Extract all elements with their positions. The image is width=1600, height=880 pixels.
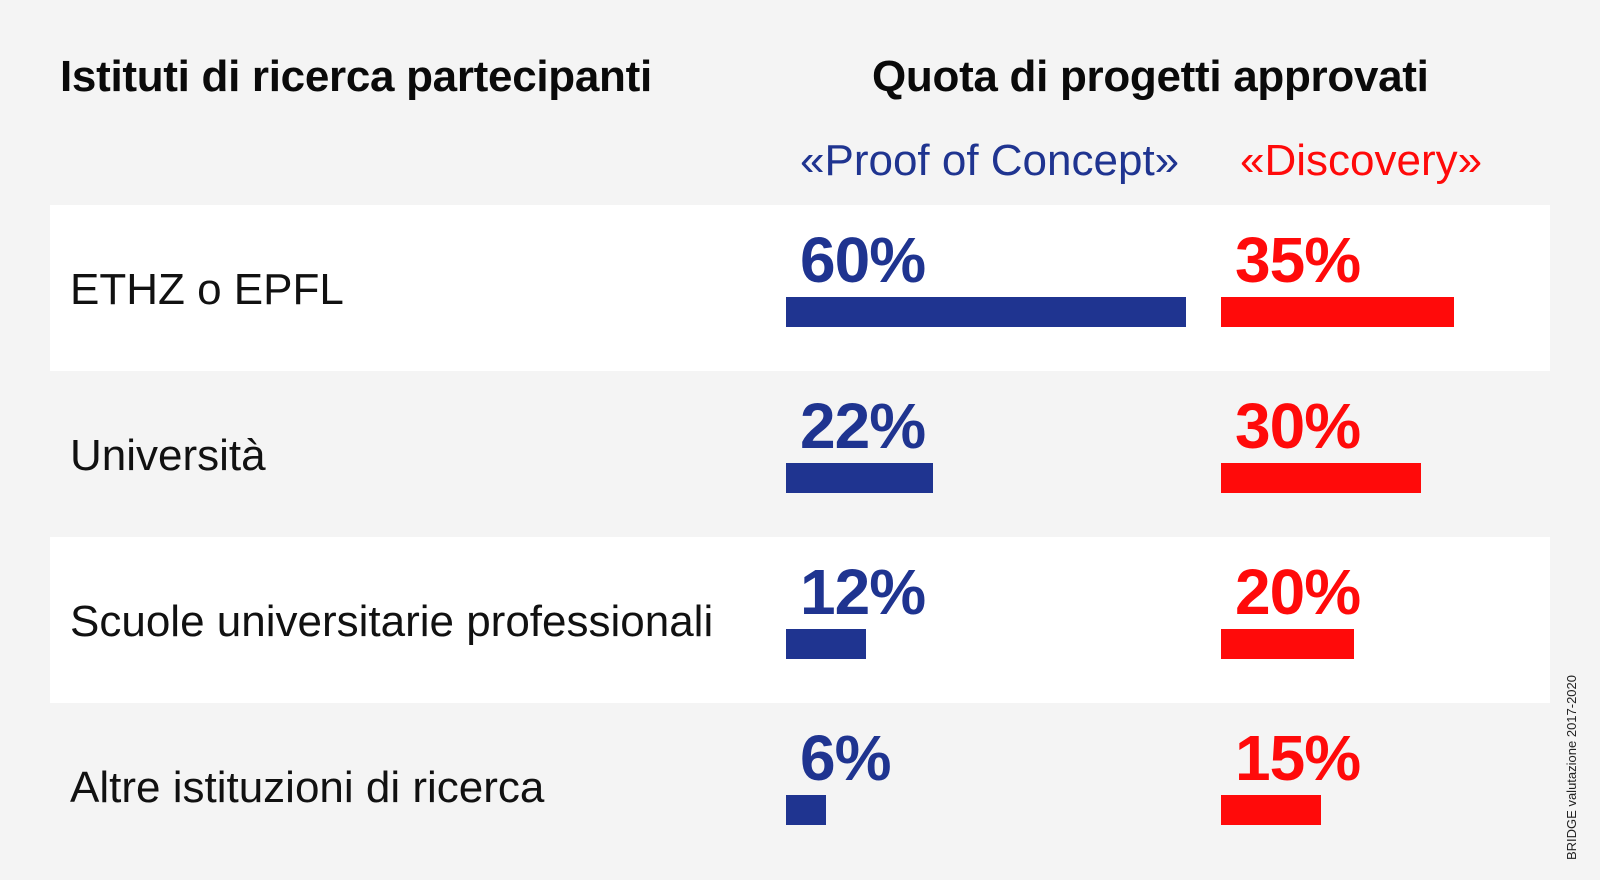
value-label-proof-of-concept: 60% [800, 224, 926, 296]
series-label-proof-of-concept: «Proof of Concept» [800, 136, 1180, 185]
value-label-discovery: 35% [1235, 224, 1361, 296]
value-label-proof-of-concept: 22% [800, 390, 926, 462]
bar-discovery [1221, 795, 1321, 825]
value-label-discovery: 30% [1235, 390, 1361, 462]
chart-rows: ETHZ o EPFL 60% 35% Università 22% 30% Scuole … [50, 205, 1550, 869]
bar-proof-of-concept [786, 463, 933, 493]
value-label-proof-of-concept: 12% [800, 556, 926, 628]
source-credit: BRIDGE valutazione 2017-2020 [1564, 674, 1579, 860]
bar-discovery [1221, 629, 1354, 659]
bar-discovery [1221, 463, 1421, 493]
bar-proof-of-concept [786, 629, 866, 659]
bar-proof-of-concept [786, 297, 1186, 327]
table-row: ETHZ o EPFL 60% 35% [50, 205, 1550, 371]
category-label: Altre istituzioni di ricerca [70, 763, 545, 812]
chart-title-right: Quota di progetti approvati [872, 52, 1429, 101]
table-row: Università 22% 30% [50, 371, 1550, 537]
value-label-proof-of-concept: 6% [800, 722, 891, 794]
category-label: Università [70, 431, 266, 480]
series-label-discovery: «Discovery» [1240, 136, 1483, 185]
bar-discovery [1221, 297, 1454, 327]
table-row: Scuole universitarie professionali 12% 20% [50, 537, 1550, 703]
chart-title-left: Istituti di ricerca partecipanti [60, 52, 652, 101]
value-label-discovery: 15% [1235, 722, 1361, 794]
category-label: ETHZ o EPFL [70, 265, 344, 314]
table-row: Altre istituzioni di ricerca 6% 15% [50, 703, 1550, 869]
bar-proof-of-concept [786, 795, 826, 825]
value-label-discovery: 20% [1235, 556, 1361, 628]
category-label: Scuole universitarie professionali [70, 597, 714, 646]
